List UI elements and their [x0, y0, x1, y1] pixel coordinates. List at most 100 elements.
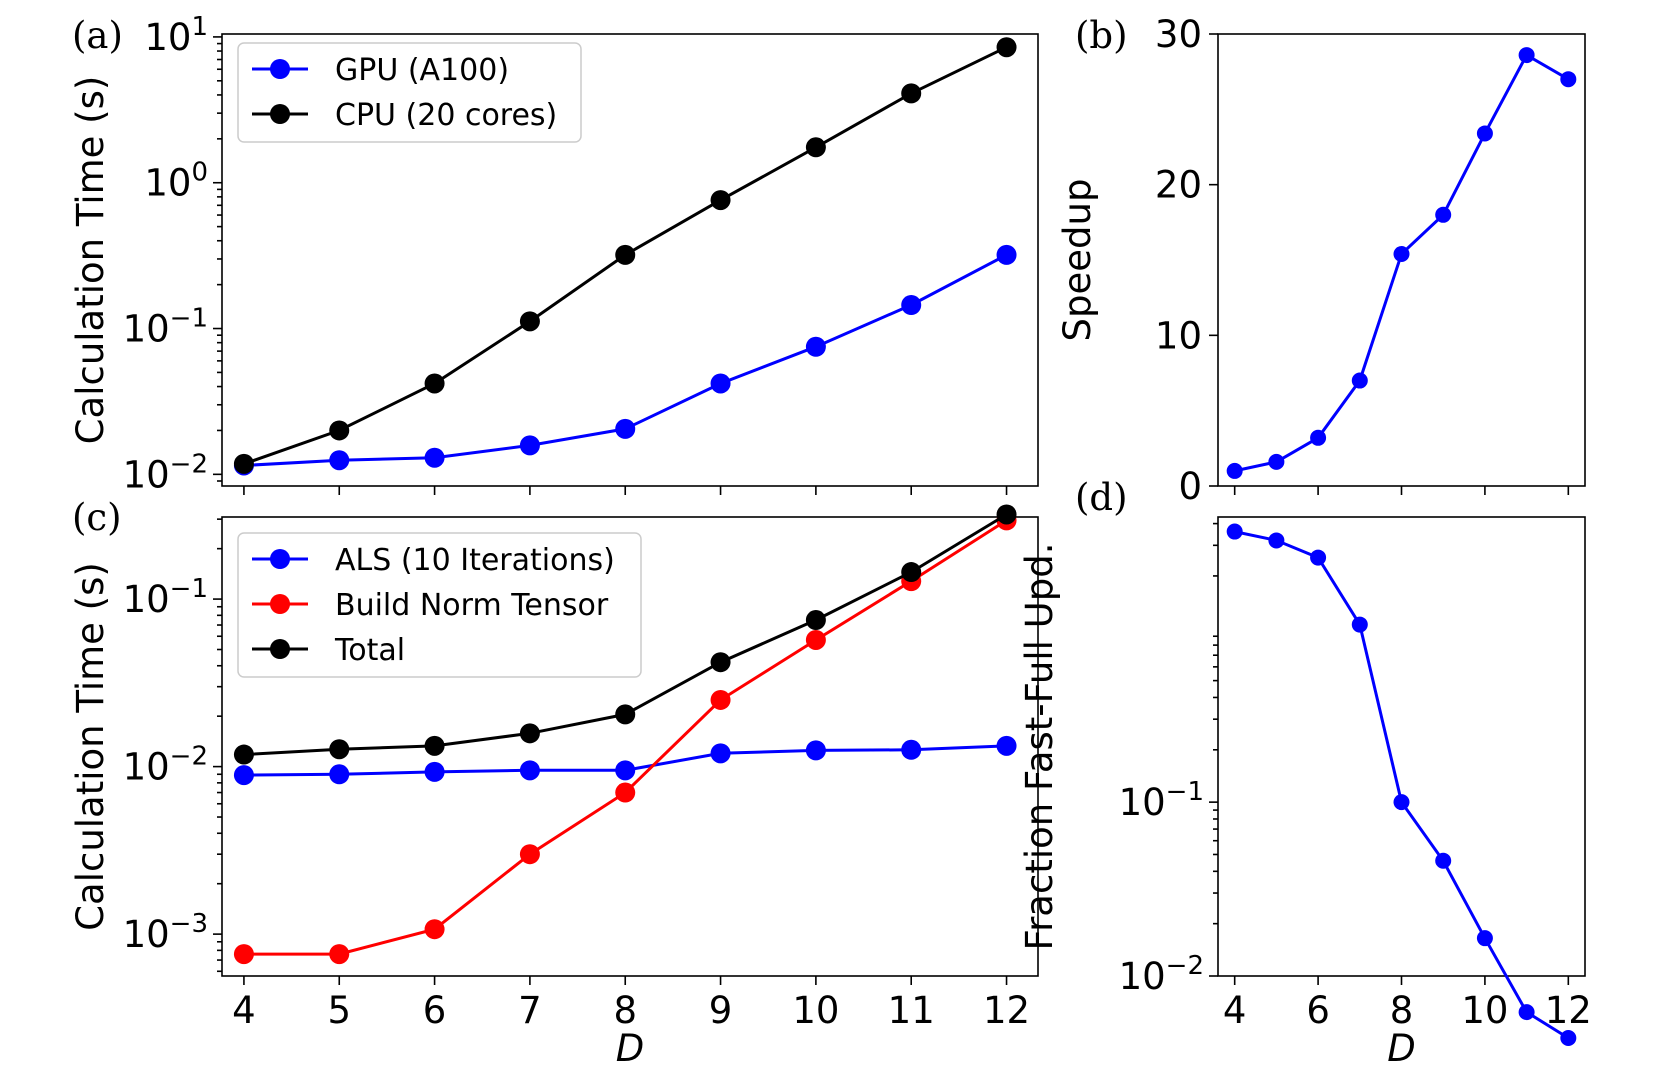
data-point [1560, 71, 1577, 88]
x-tick-label: 12 [1545, 989, 1592, 1032]
data-point [1393, 245, 1410, 262]
data-point [996, 244, 1017, 265]
data-point [805, 610, 826, 631]
data-point [901, 83, 922, 104]
panel-c: 4 5 6 7 8 9 10 11 12 D 10−3 10−2 10−1 Calculation Tim… [69, 496, 1039, 1067]
data-point [1268, 532, 1285, 549]
data-point [233, 944, 254, 965]
data-point [901, 562, 922, 583]
data-point [1435, 852, 1452, 869]
y-axis-label: Calculation Time (s) [69, 76, 112, 445]
legend-label: GPU (A100) [335, 53, 509, 88]
data-point [615, 782, 636, 803]
data-point [901, 739, 922, 760]
data-point [1435, 206, 1452, 223]
legend-marker [270, 549, 290, 569]
x-tick-label: 6 [423, 989, 447, 1032]
y-tick-label: 0 [1178, 465, 1202, 508]
y-tick-label: 10−1 [123, 304, 208, 351]
panel-b: 0 10 20 30 Speedup (b) [1056, 13, 1586, 508]
data-point [805, 629, 826, 650]
legend-marker [270, 639, 290, 659]
data-point [710, 652, 731, 673]
plot-frame [1217, 516, 1586, 977]
data-point [1226, 462, 1243, 479]
panel-label: (a) [72, 14, 123, 57]
data-point [519, 844, 540, 865]
data-point [1476, 125, 1493, 142]
data-point [424, 735, 445, 756]
data-point [1310, 549, 1327, 566]
y-axis-label: Calculation Time (s) [69, 562, 112, 931]
panel-label: (b) [1075, 14, 1128, 57]
data-point [519, 760, 540, 781]
data-point [424, 761, 445, 782]
data-point [615, 704, 636, 725]
data-point [615, 760, 636, 781]
y-tick-label: 30 [1155, 13, 1202, 56]
data-point [329, 420, 350, 441]
x-axis-label: D [616, 1027, 645, 1067]
series-line [1234, 53, 1570, 473]
series-cpu-20-cores- [233, 37, 1017, 474]
x-tick-label: 10 [792, 989, 839, 1032]
data-point [805, 137, 826, 158]
y-tick-label: 10 [1155, 314, 1202, 357]
series-total [233, 504, 1017, 765]
data-point [1518, 1004, 1535, 1021]
x-tick-label: 8 [1390, 989, 1414, 1032]
series-als-10-iterations- [233, 735, 1017, 786]
data-point [424, 447, 445, 468]
y-tick-label: 20 [1155, 164, 1202, 207]
series-gpu-a100- [233, 244, 1017, 476]
data-point [996, 37, 1017, 58]
data-point [996, 504, 1017, 525]
data-point [233, 453, 254, 474]
data-point [233, 744, 254, 765]
y-tick-label: 10−2 [123, 449, 208, 496]
plot-frame [221, 516, 1039, 977]
y-axis-label: Fraction Fast-Full Upd. [1018, 543, 1061, 951]
data-point [1268, 453, 1285, 470]
panel-a: 10−2 10−1 100 101 Calculation Time (s) (a) GPU… [69, 12, 1039, 496]
x-axis-label: D [1387, 1027, 1416, 1067]
data-point [1393, 794, 1410, 811]
legend-label: ALS (10 Iterations) [335, 543, 615, 578]
legend-label: Build Norm Tensor [335, 588, 609, 623]
legend-box [237, 532, 642, 678]
y-tick-label: 10−1 [123, 574, 208, 621]
data-point [805, 336, 826, 357]
data-point [519, 311, 540, 332]
data-point [233, 765, 254, 786]
legend-marker [270, 104, 290, 124]
data-point [710, 689, 731, 710]
legend-marker [270, 59, 290, 79]
y-axis-label: Speedup [1056, 179, 1099, 342]
data-point [424, 919, 445, 940]
x-tick-label: 4 [1223, 989, 1247, 1032]
data-point [329, 450, 350, 471]
series-speedup [1226, 47, 1577, 479]
data-point [1351, 616, 1368, 633]
data-point [1560, 1029, 1577, 1046]
x-tick-label: 5 [327, 989, 351, 1032]
data-point [329, 739, 350, 760]
x-tick-label: 12 [983, 989, 1030, 1032]
x-tick-label: 6 [1306, 989, 1330, 1032]
legend: GPU (A100) CPU (20 cores) [237, 42, 582, 143]
legend-label: Total [334, 633, 405, 668]
series-line [1234, 530, 1570, 1040]
data-point [615, 418, 636, 439]
y-tick-label: 101 [144, 12, 208, 59]
data-point [805, 740, 826, 761]
data-point [1226, 523, 1243, 540]
legend-marker [270, 594, 290, 614]
series-fraction-fast-full-upd- [1226, 523, 1577, 1046]
data-point [1310, 429, 1327, 446]
panel-label: (d) [1075, 476, 1128, 519]
data-point [615, 244, 636, 265]
data-point [329, 764, 350, 785]
y-tick-label: 10−2 [123, 742, 208, 789]
y-tick-label: 100 [144, 158, 208, 205]
